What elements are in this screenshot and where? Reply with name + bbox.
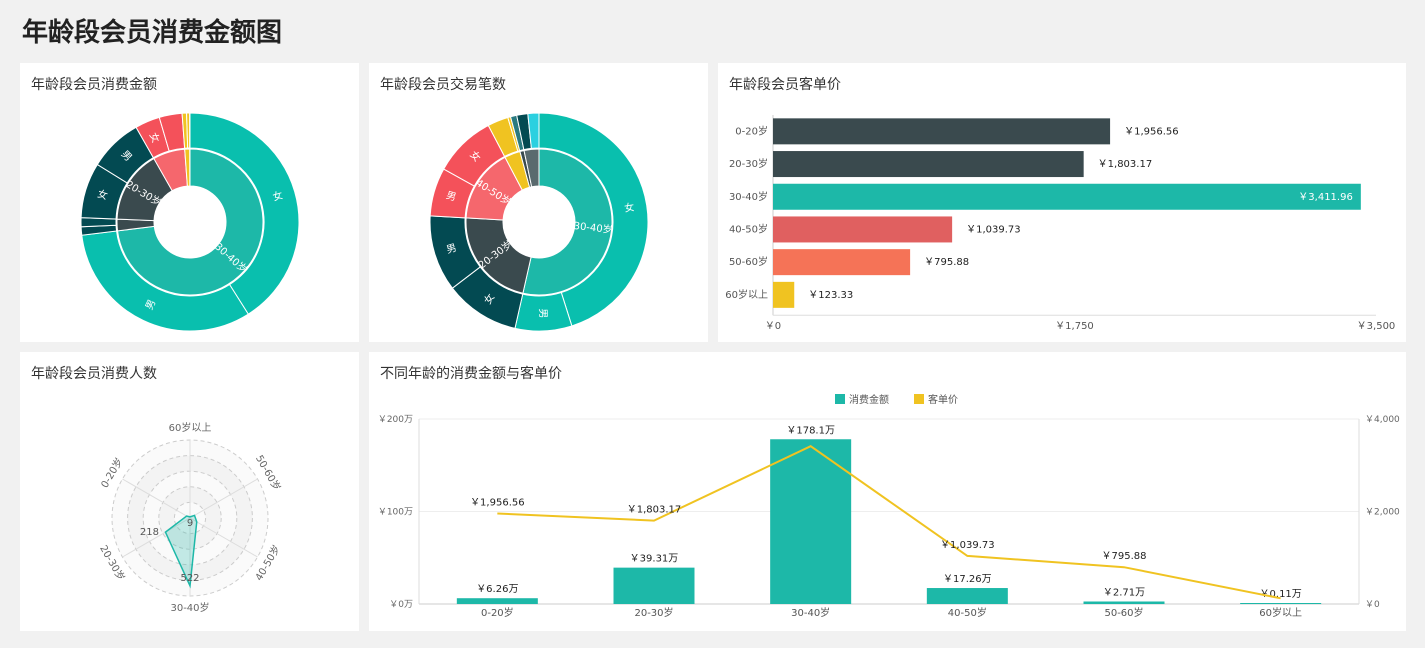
y-tick-label: 40-50岁 [729,222,768,235]
x-tick-label: ￥1,750 [1055,321,1094,332]
bar-value-label: ￥1,803.17 [1098,159,1153,170]
sunburst-outer-slice [527,112,540,149]
sunburst-inner-slice [116,148,264,296]
radar-value-label: 9 [187,518,193,529]
bar-value-label: ￥2.71万 [1103,587,1145,598]
legend-label-amount: 消费金额 [849,393,889,406]
right-tick-label: ￥0 [1365,600,1380,610]
bar-value-label: ￥6.26万 [476,584,518,595]
card-title: 年龄段会员消费金额 [31,77,157,93]
bar [770,439,852,604]
sunburst-outer-label: 女 [96,187,109,202]
radar-value-label: 522 [180,573,199,584]
bar-value-label: ￥1,956.56 [1124,126,1179,137]
x-tick-label: 30-40岁 [791,606,830,619]
legend-swatch-amount [835,394,845,404]
legend-label-price: 客单价 [928,393,958,406]
y-tick-label: 60岁以上 [725,288,768,301]
line-value-label: ￥795.88 [1102,551,1147,562]
y-tick-label: 50-60岁 [729,255,768,268]
radar-axis-label: 60岁以上 [169,421,212,434]
left-tick-label: ￥0万 [389,600,413,610]
bar [456,598,538,604]
right-tick-label: ￥2,000 [1365,508,1400,518]
line-value-label: ￥1,039.73 [940,540,995,551]
bar [926,588,1008,604]
sunburst-outer-label: 女 [623,200,635,214]
bar-value-label: ￥178.1万 [786,425,835,436]
x-tick-label: 50-60岁 [1104,606,1143,619]
y-tick-label: 30-40岁 [729,190,768,203]
page-title: 年龄段会员消费金额图 [22,18,283,48]
bar [613,567,695,604]
bar [773,216,953,243]
radar-spoke [189,478,258,519]
sunburst-outer-label: 男 [143,298,158,312]
x-tick-label: 40-50岁 [948,606,987,619]
line-value-label: ￥1,956.56 [470,498,525,509]
sunburst-outer-label: 女 [271,188,284,203]
y-tick-label: 0-20岁 [735,124,768,137]
sunburst-outer-label: 女 [147,130,163,144]
x-tick-label: 60岁以上 [1259,606,1302,619]
x-tick-label: 20-30岁 [634,606,673,619]
bar [1083,601,1165,604]
sunburst-outer-label: 男 [445,242,458,256]
bar [773,281,795,308]
y-tick-label: 20-30岁 [729,157,768,170]
bar-value-label: ￥17.26万 [943,574,992,585]
sunburst-outer-slice [538,112,649,327]
sunburst-inner-slice [523,148,540,188]
legend-swatch-price [914,394,924,404]
card-title: 不同年龄的消费金额与客单价 [380,366,562,382]
line-value-label: ￥1,803.17 [627,505,682,516]
sunburst-outer-slice [189,112,300,315]
x-tick-label: ￥3,500 [1357,321,1396,332]
bar-value-label: ￥3,411.96 [1298,192,1353,203]
sunburst-inner-slice [522,148,613,296]
bar-value-label: ￥39.31万 [630,554,679,565]
card-sunburst-count: 年龄段会员交易笔数 30-40岁 20-30岁 40-50岁女男女男男女 [369,63,708,342]
card-sunburst-amount: 年龄段会员消费金额 30-40岁 20-30岁女男女男女 [20,63,359,342]
card-combo: 不同年龄的消费金额与客单价 消费金额 客单价 ￥0万 ￥100万 ￥200万 ￥0 ￥2,0… [369,352,1406,631]
bar [1240,603,1322,604]
sunburst-outer-label: 男 [445,189,458,203]
card-title: 年龄段会员交易笔数 [380,77,506,93]
bar [773,151,1084,178]
radar-axis-label: 30-40岁 [170,601,209,614]
card-radar-people: 年龄段会员消费人数 60岁以上 50-60岁 40-50岁 30-40岁 20-30岁 0… [20,352,359,631]
radar-spoke [189,517,258,558]
radar-spoke [122,517,191,558]
right-tick-label: ￥4,000 [1365,415,1400,425]
bar [773,118,1111,145]
bar-value-label: ￥123.33 [808,290,853,301]
bar [773,249,911,276]
radar-value-label: 218 [140,527,159,538]
bar-value-label: ￥795.88 [924,257,969,268]
bar [773,183,1361,210]
combo-chart: 消费金额 客单价 ￥0万 ￥100万 ￥200万 ￥0 ￥2,000 ￥4,000 ￥6.26万… [378,393,1400,619]
card-title: 年龄段会员消费人数 [31,366,157,382]
line-series-price [497,445,1281,600]
card-title: 年龄段会员客单价 [729,77,841,93]
sunburst-inner-label: 30-40岁 [573,219,613,236]
radar-area [164,514,198,589]
bar-value-label: ￥0.11万 [1260,589,1302,600]
x-tick-label: ￥0 [765,321,781,332]
card-unit-price-bar: 年龄段会员客单价 0-20岁 ￥1,956.56 20-30岁 ￥1,803.17 30… [718,63,1406,342]
x-tick-label: 0-20岁 [481,606,514,619]
left-tick-label: ￥200万 [378,415,413,425]
sunburst-outer-label: 男 [537,308,549,318]
left-tick-label: ￥100万 [378,508,413,518]
bar-value-label: ￥1,039.73 [966,224,1021,235]
unit-price-bar-chart: 0-20岁 ￥1,956.56 20-30岁 ￥1,803.17 30-40岁 ￥3,41… [725,115,1396,332]
sunburst-outer-slice [81,230,249,332]
people-radar-chart: 60岁以上50-60岁40-50岁30-40岁20-30岁0-20岁952221… [97,421,284,614]
radar-spoke [122,478,191,519]
